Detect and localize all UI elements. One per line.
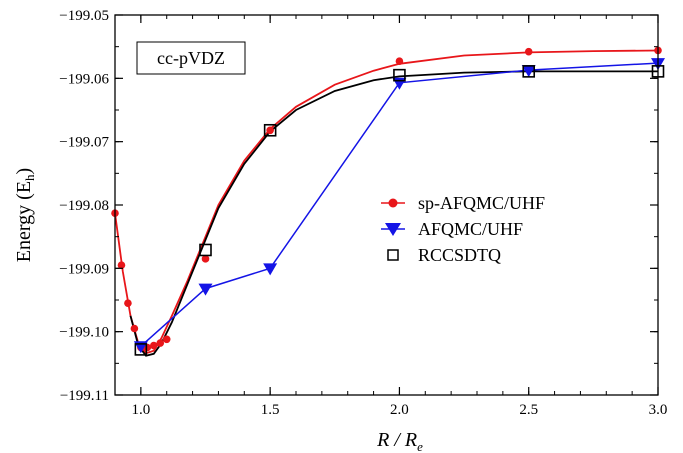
data-point-0-8 — [162, 335, 171, 344]
data-point-2-4 — [522, 65, 536, 78]
series-0 — [111, 46, 662, 352]
data-point-1-2 — [263, 263, 278, 276]
y-tick-label-1: −199.06 — [59, 71, 109, 87]
axis-ticks: 1.0 1.5 2.0 2.5 3.0 −199.05 −199.06 −199.07 −199… — [59, 8, 667, 418]
data-point-0-12 — [524, 47, 533, 56]
data-point-2-2 — [263, 123, 277, 137]
x-tick-label-3: 2.5 — [519, 402, 538, 418]
y-tick-label-6: −199.11 — [60, 388, 109, 404]
y-tick-label-5: −199.10 — [59, 325, 109, 341]
data-point-0-6 — [149, 341, 158, 350]
annotation-text: cc-pVDZ — [157, 48, 225, 68]
legend-label-afqmc: AFQMC/UHF — [418, 219, 523, 239]
x-tick-label-4: 3.0 — [649, 402, 668, 418]
legend-marker-sp-afqmc — [388, 198, 398, 208]
x-tick-label-2: 2.0 — [390, 402, 409, 418]
y-tick-label-0: −199.05 — [59, 8, 109, 24]
y-axis-title-main: Energy (E — [13, 181, 35, 262]
series-2 — [134, 65, 665, 356]
data-point-0-2 — [124, 299, 132, 307]
data-point-0-10 — [266, 126, 274, 135]
x-axis-title: R / Re — [376, 429, 423, 453]
fit-curve-1 — [129, 70, 658, 357]
x-axis-title-main: R / R — [376, 429, 417, 451]
x-tick-label-0: 1.0 — [131, 402, 150, 418]
series-line-1 — [140, 62, 659, 347]
legend-entry-sp-afqmc: sp-AFQMC/UHF — [381, 193, 545, 213]
basis-set-annotation: cc-pVDZ — [136, 41, 246, 75]
legend-marker-afqmc — [385, 223, 401, 236]
x-axis-title-sub: e — [417, 439, 423, 453]
series-layer — [111, 46, 665, 356]
y-axis-title-close: ) — [13, 168, 35, 175]
y-axis-title-sub: h — [22, 174, 37, 181]
legend-label-sp-afqmc: sp-AFQMC/UHF — [418, 193, 545, 213]
legend-frame — [369, 182, 601, 277]
legend-marker-rccsdtq — [387, 249, 399, 261]
x-tick-label-1: 1.5 — [261, 402, 280, 418]
legend-entry-rccsdtq: RCCSDTQ — [387, 245, 501, 265]
y-tick-label-2: −199.07 — [59, 135, 109, 151]
data-point-1-4 — [521, 65, 536, 78]
data-point-0-7 — [156, 339, 165, 347]
data-point-2-1 — [199, 243, 212, 257]
y-axis-title: Energy (Eh) — [13, 168, 37, 262]
data-point-0-3 — [130, 324, 139, 333]
data-point-2-0 — [134, 343, 148, 356]
y-tick-label-4: −199.09 — [59, 261, 109, 277]
y-tick-label-3: −199.08 — [59, 198, 109, 214]
data-point-2-3 — [393, 68, 406, 82]
legend: sp-AFQMC/UHF AFQMC/UHF RCCSDTQ — [369, 182, 601, 277]
legend-label-rccsdtq: RCCSDTQ — [418, 245, 501, 265]
data-point-0-1 — [117, 261, 126, 269]
annotation-box — [136, 41, 246, 75]
data-point-0-11 — [395, 57, 404, 66]
data-point-1-1 — [198, 283, 213, 296]
data-point-0-9 — [201, 255, 210, 263]
data-point-0-5 — [143, 343, 152, 352]
legend-entry-afqmc: AFQMC/UHF — [381, 219, 523, 239]
